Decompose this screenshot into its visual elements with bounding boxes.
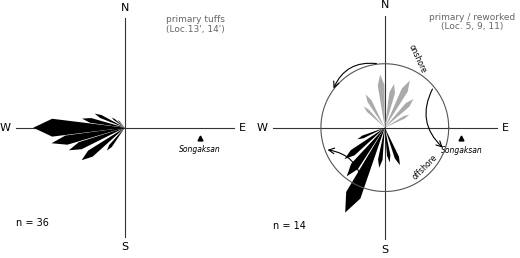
Polygon shape [107, 128, 125, 151]
Text: (Loc.13', 14'): (Loc.13', 14') [166, 25, 225, 34]
Text: n = 14: n = 14 [273, 221, 306, 231]
Polygon shape [378, 75, 385, 128]
Polygon shape [378, 128, 385, 168]
Polygon shape [33, 119, 125, 137]
Polygon shape [82, 128, 125, 160]
Polygon shape [357, 128, 385, 139]
Polygon shape [345, 128, 385, 213]
Polygon shape [112, 117, 125, 128]
Text: Songaksan: Songaksan [440, 146, 483, 155]
Polygon shape [118, 120, 125, 128]
Text: S: S [121, 242, 128, 252]
Polygon shape [385, 128, 391, 163]
Text: (Loc. 5, 9, 11): (Loc. 5, 9, 11) [441, 22, 503, 31]
Text: N: N [381, 1, 389, 11]
Polygon shape [69, 128, 125, 150]
Text: E: E [239, 123, 246, 133]
Text: primary tuffs: primary tuffs [166, 15, 225, 24]
Polygon shape [95, 114, 125, 128]
Polygon shape [347, 128, 385, 176]
Polygon shape [385, 115, 409, 128]
Text: onshore: onshore [407, 43, 428, 75]
Text: S: S [381, 245, 388, 255]
Text: n = 36: n = 36 [16, 218, 48, 228]
Polygon shape [51, 128, 125, 145]
Polygon shape [385, 99, 413, 128]
Polygon shape [363, 107, 385, 128]
Text: W: W [257, 123, 268, 133]
Polygon shape [385, 80, 410, 128]
Text: N: N [121, 3, 129, 13]
Text: primary / reworked: primary / reworked [429, 13, 515, 22]
Polygon shape [385, 128, 400, 165]
Polygon shape [385, 84, 395, 128]
Text: W: W [0, 123, 10, 133]
Text: Songaksan: Songaksan [179, 145, 220, 154]
Polygon shape [345, 128, 385, 159]
Text: E: E [502, 123, 509, 133]
Polygon shape [82, 118, 125, 128]
Text: offshore: offshore [410, 153, 439, 182]
Polygon shape [366, 94, 385, 128]
